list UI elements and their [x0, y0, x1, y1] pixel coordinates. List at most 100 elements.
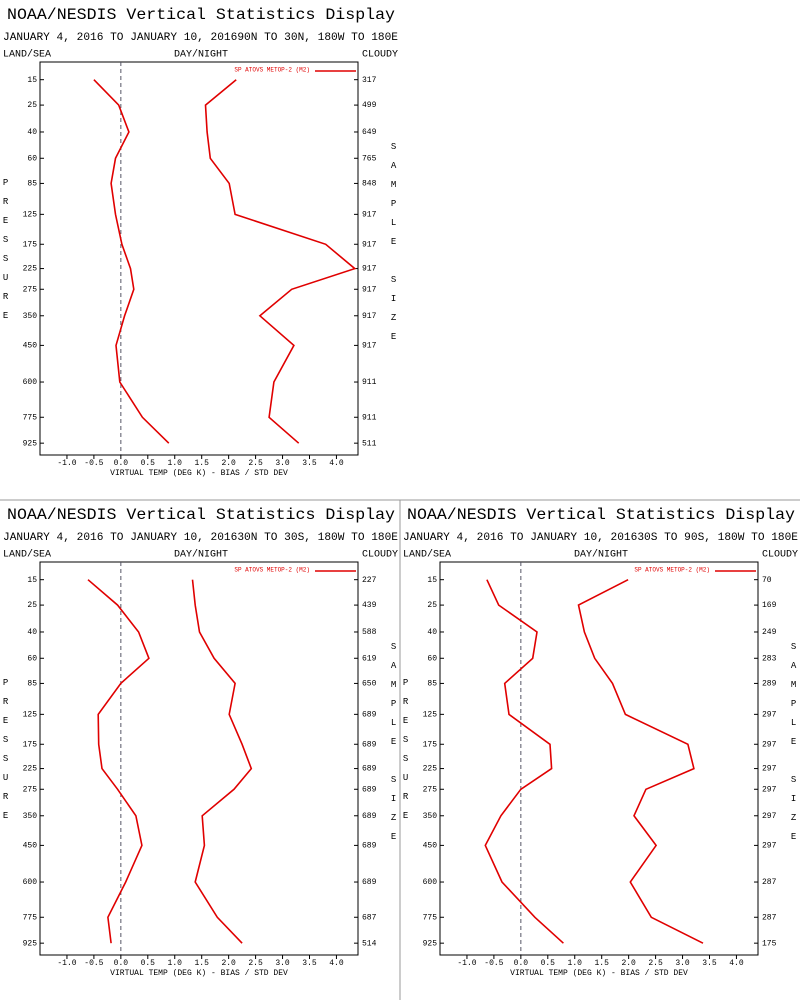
x-tick-label: 2.5 [248, 959, 263, 968]
y-tick-label: 600 [23, 378, 38, 387]
x-tick-label: 0.0 [114, 459, 129, 468]
y-tick-label: 925 [23, 439, 38, 448]
y-axis-label: PRESSURE [1, 178, 11, 330]
y-tick-label: 125 [23, 210, 38, 219]
sample-size-label: 297 [762, 765, 777, 774]
x-tick-label: 2.5 [648, 959, 663, 968]
x-axis-label: VIRTUAL TEMP (DEG K) - BIAS / STD DEV [110, 969, 288, 978]
sample-size-label: 848 [362, 180, 377, 189]
sample-size-label: 317 [362, 76, 377, 85]
y-tick-label: 175 [23, 240, 38, 249]
y-tick-label: 40 [27, 128, 37, 137]
sample-size-label: 911 [362, 378, 377, 387]
y-tick-label: 85 [27, 180, 37, 189]
x-tick-label: 2.0 [221, 959, 236, 968]
y-tick-label: 350 [423, 812, 438, 821]
sample-size-label: 70 [762, 576, 772, 585]
sample-size-label: 514 [362, 939, 377, 948]
y-tick-label: 60 [27, 154, 37, 163]
y-tick-label: 85 [27, 680, 37, 689]
header-label: DAY/NIGHT [174, 49, 228, 61]
y-tick-label: 925 [423, 939, 438, 948]
series-line [484, 579, 564, 944]
chart-title: NOAA/NESDIS Vertical Statistics Display [7, 506, 395, 524]
sample-size-label: 649 [362, 128, 377, 137]
y2-axis-label: SAMPLE SIZE [389, 142, 399, 351]
chart-panel: NOAA/NESDIS Vertical Statistics Display J… [401, 506, 799, 978]
y-tick-label: 450 [23, 842, 38, 851]
series-line [87, 579, 150, 944]
sample-size-label: 650 [362, 680, 377, 689]
y2-axis-label: SAMPLE SIZE [389, 642, 399, 851]
sample-size-label: 917 [362, 265, 377, 274]
x-axis-label: VIRTUAL TEMP (DEG K) - BIAS / STD DEV [110, 469, 288, 478]
legend-label: SP ATOVS METOP-2 (M2) [634, 567, 710, 574]
y2-axis-label: SAMPLE SIZE [789, 642, 799, 851]
sample-size-label: 297 [762, 842, 777, 851]
y-tick-label: 25 [27, 101, 37, 110]
x-tick-label: -0.5 [84, 459, 103, 468]
sample-size-label: 511 [362, 439, 377, 448]
header-label: DAY/NIGHT [574, 549, 628, 561]
chart-title: NOAA/NESDIS Vertical Statistics Display [7, 6, 395, 24]
chart-subtitle: JANUARY 4, 2016 TO JANUARY 10, 201690N T… [3, 32, 398, 44]
sample-size-label: 297 [762, 812, 777, 821]
sample-size-label: 619 [362, 654, 377, 663]
chart-panel: NOAA/NESDIS Vertical Statistics Display J… [1, 6, 399, 478]
x-axis-label: VIRTUAL TEMP (DEG K) - BIAS / STD DEV [510, 969, 688, 978]
sample-size-label: 297 [762, 710, 777, 719]
y-tick-label: 600 [423, 878, 438, 887]
x-tick-label: 1.5 [194, 959, 209, 968]
y-tick-label: 775 [23, 913, 38, 922]
y-tick-label: 15 [427, 576, 437, 585]
y-tick-label: 450 [423, 842, 438, 851]
y-tick-label: 275 [423, 785, 438, 794]
header-label: LAND/SEA [3, 49, 51, 61]
sample-size-label: 689 [362, 710, 377, 719]
x-tick-label: 1.5 [594, 959, 609, 968]
y-tick-label: 225 [23, 265, 38, 274]
header-label: LAND/SEA [403, 549, 451, 561]
series-line [191, 579, 253, 944]
x-tick-label: 3.5 [702, 959, 717, 968]
series-line [577, 578, 704, 944]
sample-size-label: 287 [762, 913, 777, 922]
y-tick-label: 925 [23, 939, 38, 948]
sample-size-label: 689 [362, 785, 377, 794]
header-label: CLOUDY [362, 550, 398, 561]
x-tick-label: 0.5 [141, 959, 156, 968]
x-tick-label: 1.0 [168, 459, 183, 468]
sample-size-label: 283 [762, 654, 777, 663]
y-tick-label: 175 [23, 740, 38, 749]
x-tick-label: 4.0 [329, 459, 344, 468]
x-tick-label: 0.5 [541, 959, 556, 968]
y-tick-label: 25 [27, 601, 37, 610]
sample-size-label: 911 [362, 413, 377, 422]
x-tick-label: -0.5 [484, 959, 503, 968]
x-tick-label: 1.5 [194, 459, 209, 468]
header-label: LAND/SEA [3, 549, 51, 561]
sample-size-label: 689 [362, 878, 377, 887]
sample-size-label: 689 [362, 765, 377, 774]
sample-size-label: 917 [362, 342, 377, 351]
x-tick-label: 0.0 [514, 959, 529, 968]
sample-size-label: 297 [762, 740, 777, 749]
y-tick-label: 350 [23, 312, 38, 321]
sample-size-label: 687 [362, 913, 377, 922]
header-label: CLOUDY [362, 50, 398, 61]
x-tick-label: -1.0 [57, 959, 76, 968]
plot-frame [39, 61, 359, 456]
chart-title: NOAA/NESDIS Vertical Statistics Display [407, 506, 795, 524]
y-tick-label: 15 [27, 76, 37, 85]
y-tick-label: 175 [423, 740, 438, 749]
legend-label: SP ATOVS METOP-2 (M2) [234, 67, 310, 74]
y-tick-label: 225 [23, 765, 38, 774]
x-tick-label: 3.5 [302, 959, 317, 968]
y-tick-label: 775 [23, 413, 38, 422]
y-tick-label: 450 [23, 342, 38, 351]
x-tick-label: 3.0 [275, 459, 290, 468]
x-tick-label: 1.0 [168, 959, 183, 968]
legend-label: SP ATOVS METOP-2 (M2) [234, 567, 310, 574]
y-tick-label: 40 [427, 628, 437, 637]
